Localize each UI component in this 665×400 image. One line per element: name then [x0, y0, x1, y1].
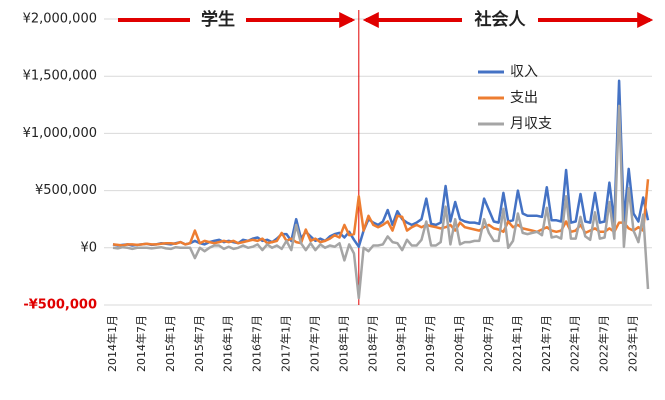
x-tick-label: 2019年1月 — [394, 315, 408, 372]
legend-label: 支出 — [510, 90, 538, 106]
x-tick-label: 2021年1月 — [510, 315, 524, 372]
annotation: 社会人 — [474, 9, 527, 30]
line-series — [112, 179, 650, 247]
x-tick-label: 2017年1月 — [279, 315, 293, 372]
annotation: 学生 — [201, 9, 235, 30]
y-tick-label: ¥1,500,000 — [23, 69, 97, 84]
x-tick-label: 2020年7月 — [481, 315, 495, 372]
x-tick-label: 2016年7月 — [250, 315, 264, 372]
x-tick-label: 2018年7月 — [365, 315, 379, 372]
x-tick-label: 2017年7月 — [307, 315, 321, 372]
label-bg — [190, 8, 246, 32]
y-tick-label: ¥2,000,000 — [23, 12, 97, 27]
x-tick-label: 2021年7月 — [539, 315, 553, 372]
y-tick-label: ¥500,000 — [35, 183, 97, 198]
y-tick-label: -¥500,000 — [23, 298, 97, 313]
label-bg — [462, 8, 538, 32]
x-tick-label: 2014年1月 — [105, 315, 119, 372]
x-tick-label: 2014年7月 — [134, 315, 148, 372]
x-tick-label: 2022年7月 — [597, 315, 611, 372]
x-tick-label: 2020年1月 — [452, 315, 466, 372]
x-tick-label: 2015年1月 — [163, 315, 177, 372]
x-tick-label: 2019年7月 — [423, 315, 437, 372]
x-tick-label: 2015年7月 — [192, 315, 206, 372]
y-tick-label: ¥0 — [80, 240, 97, 255]
line-series — [112, 104, 650, 300]
legend-label: 月収支 — [510, 116, 552, 132]
x-tick-label: 2018年1月 — [336, 315, 350, 372]
legend-label: 収入 — [510, 64, 538, 80]
line-series — [112, 79, 650, 248]
x-tick-label: 2016年1月 — [221, 315, 235, 372]
x-tick-label: 2022年1月 — [568, 315, 582, 372]
x-tick-label: 2023年1月 — [626, 315, 640, 372]
y-tick-label: ¥1,000,000 — [23, 126, 97, 141]
